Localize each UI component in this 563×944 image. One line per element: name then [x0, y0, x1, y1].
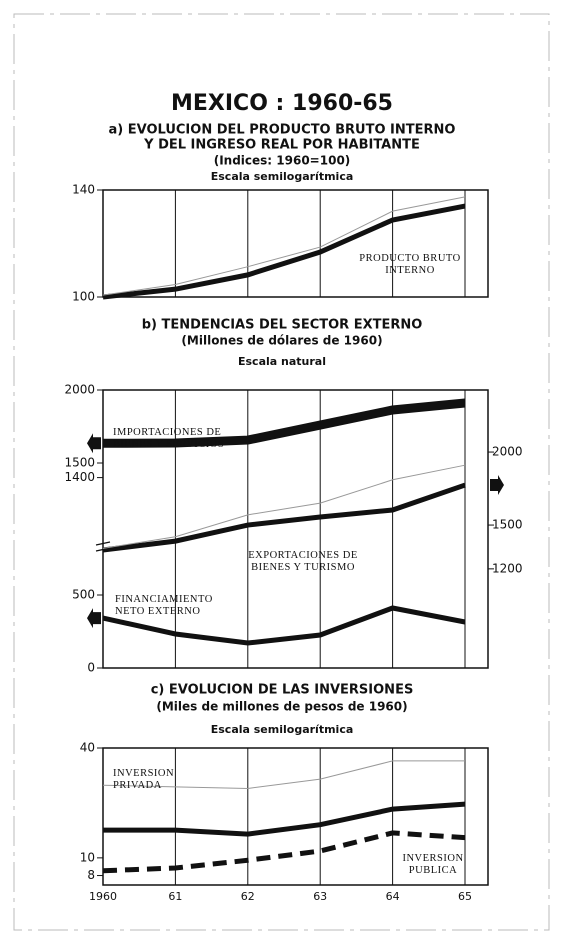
scale-note: Escala semilogarítmica [211, 170, 354, 183]
x-tick-label: 1960 [89, 890, 117, 903]
series-line [102, 830, 466, 874]
y-tick-label: 500 [72, 588, 95, 602]
series-label: INVERSION PUBLICA [402, 853, 464, 876]
y-tick-label: 2000 [64, 383, 95, 397]
y2-tick-label: 1200 [492, 561, 523, 575]
panel-title: b) TENDENCIAS DEL SECTOR EXTERNO [142, 318, 423, 333]
scale-note: Escala natural [238, 355, 326, 368]
series-label: PRODUCTO BRUTO INTERNO [359, 253, 461, 276]
y-tick-label: 0 [87, 661, 95, 675]
y-tick-label: 10 [80, 850, 95, 864]
series-line [103, 801, 466, 837]
x-tick-label: 61 [168, 890, 182, 903]
y-tick-label: 40 [80, 741, 95, 755]
y-tick-label: 1500 [64, 456, 95, 470]
panel-subtitle: (Indices: 1960=100) [214, 154, 351, 168]
panel-subtitle: (Miles de millones de pesos de 1960) [156, 700, 407, 714]
plot-frame [102, 189, 489, 298]
x-tick-label: 64 [386, 890, 400, 903]
series-label: FINANCIAMIENTO NETO EXTERNO [115, 594, 213, 617]
y2-tick-label: 2000 [492, 445, 523, 459]
series-line [102, 196, 466, 296]
axis-arrow [87, 433, 101, 454]
y2-tick-label: 1500 [492, 518, 523, 532]
y-tick-label: 140 [72, 183, 95, 197]
series-line [102, 464, 466, 549]
y-tick-label: 8 [87, 868, 95, 882]
axis-arrow [490, 475, 504, 496]
y-tick-label: 1400 [64, 470, 95, 484]
panel-title: Y DEL INGRESO REAL POR HABITANTE [143, 138, 420, 153]
main-title: MEXICO : 1960-65 [171, 91, 393, 116]
scale-note: Escala semilogarítmica [211, 723, 354, 736]
panel-title: c) EVOLUCION DE LAS INVERSIONES [151, 683, 414, 698]
axis-arrow [87, 608, 101, 629]
series-line [102, 398, 466, 448]
plot-frame [102, 747, 489, 886]
y-tick-label: 100 [72, 290, 95, 304]
plot-frame [102, 389, 489, 669]
series-label: IMPORTACIONES DE BIENES Y SERVICIOS [113, 427, 225, 450]
panel-subtitle: (Millones de dólares de 1960) [181, 334, 382, 348]
x-tick-label: 62 [241, 890, 255, 903]
series-line [102, 203, 466, 300]
series-label: EXPORTACIONES DE BIENES Y TURISMO [248, 550, 358, 573]
page-border [13, 13, 550, 931]
series-line [102, 605, 466, 646]
x-tick-label: 65 [458, 890, 472, 903]
series-line [102, 760, 465, 789]
series-line [102, 482, 466, 553]
series-label: INVERSION PRIVADA [113, 768, 175, 791]
panel-title: a) EVOLUCION DEL PRODUCTO BRUTO INTERNO [109, 123, 456, 138]
x-tick-label: 63 [313, 890, 327, 903]
